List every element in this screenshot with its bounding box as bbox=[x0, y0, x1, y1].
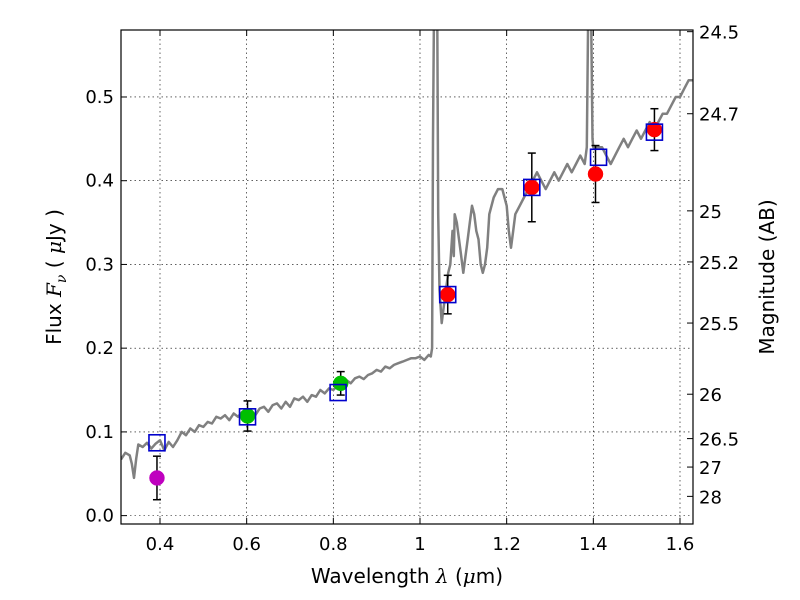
model-point bbox=[522, 178, 541, 197]
model-point bbox=[438, 285, 457, 304]
y-axis-title: Flux Fν ( μJy ) bbox=[42, 209, 70, 345]
observed-point bbox=[439, 286, 456, 303]
model-point bbox=[148, 433, 166, 452]
plot-background bbox=[121, 30, 693, 524]
model-point bbox=[645, 123, 664, 141]
y-tick-label: 0.4 bbox=[85, 171, 114, 192]
x-axis-title: Wavelength λ (μm) bbox=[311, 564, 503, 588]
right-tick-label: 24.5 bbox=[699, 23, 739, 44]
observed-point bbox=[524, 179, 540, 196]
right-tick-label: 26.5 bbox=[699, 430, 739, 451]
x-tick-label: 1.6 bbox=[666, 534, 695, 555]
observed-point bbox=[239, 408, 256, 424]
observed-point bbox=[332, 375, 349, 392]
plot-frame bbox=[120, 29, 694, 525]
y-tick-label: 0.3 bbox=[85, 254, 114, 275]
right-tick-label: 28 bbox=[699, 487, 722, 508]
y-tick-label: 0.1 bbox=[85, 422, 114, 443]
right-tick-label: 24.7 bbox=[699, 105, 739, 126]
right-tick-label: 25 bbox=[699, 202, 722, 223]
x-tick-label: 0.6 bbox=[232, 534, 261, 555]
x-tick-label: 0.8 bbox=[319, 534, 348, 555]
y-tick-label: 0.5 bbox=[85, 87, 114, 108]
x-tick-label: 1.4 bbox=[579, 534, 608, 555]
x-tick-label: 1.2 bbox=[492, 534, 521, 555]
model-point bbox=[329, 383, 347, 402]
right-tick-label: 25.2 bbox=[699, 253, 739, 274]
right-tick-label: 26 bbox=[699, 385, 722, 406]
x-tick-label: 1 bbox=[414, 534, 425, 555]
model-spectrum-line bbox=[121, 30, 693, 480]
observed-point bbox=[149, 470, 165, 486]
axis-ticks: 0.4 0.6 0.8 1 1.2 1.4 1.6 0.0 0.1 0.2 0.3 0.4 0.5 24.… bbox=[85, 23, 739, 555]
right-axis-title: Magnitude (AB) bbox=[755, 199, 779, 354]
right-tick-label: 27 bbox=[699, 458, 722, 479]
observed-point bbox=[587, 166, 604, 182]
x-tick-label: 0.4 bbox=[146, 534, 175, 555]
model-point bbox=[238, 408, 257, 426]
right-tick-label: 25.5 bbox=[699, 314, 739, 335]
y-tick-label: 0.0 bbox=[85, 506, 114, 527]
model-spectrum-layer bbox=[121, 30, 693, 480]
y-tick-label: 0.2 bbox=[85, 338, 114, 359]
data-points-layer bbox=[148, 107, 664, 501]
model-point bbox=[589, 148, 608, 167]
